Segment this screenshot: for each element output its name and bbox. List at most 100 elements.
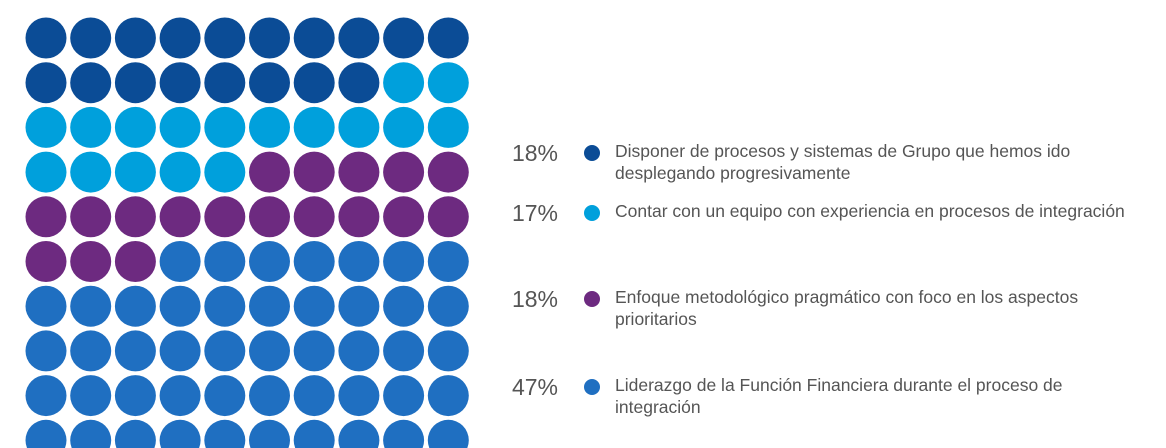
waffle-dot [204,151,246,193]
waffle-dot [427,17,469,59]
waffle-dot [338,196,380,238]
waffle-dot [159,106,201,148]
waffle-dot [204,196,246,238]
waffle-dot [114,17,156,59]
waffle-dot [25,285,67,327]
percent-label: 47% [511,374,558,400]
waffle-dot [159,241,201,282]
waffle-dot [114,196,156,238]
waffle-dot [293,241,335,282]
legend-label: Liderazgo de la Función Financiera duran… [615,375,1063,417]
waffle-dot [204,330,246,372]
waffle-dot [70,241,112,282]
waffle-dot [293,196,335,238]
waffle-dot [70,17,112,59]
waffle-dot [293,419,335,448]
legend-label: Enfoque metodológico pragmático con foco… [615,287,1079,329]
waffle-dot [159,330,201,372]
legend-label: Contar con un equipo con experiencia en … [615,201,1125,221]
waffle-dot [70,106,112,148]
waffle-dot [427,151,469,193]
waffle-dot [159,375,201,417]
waffle-dot [249,196,290,238]
waffle-dot [249,62,290,104]
percent-label: 18% [511,140,558,166]
waffle-dot [159,419,201,448]
legend-swatch [584,291,600,307]
waffle-dot [383,196,425,238]
waffle-dot [249,151,290,193]
waffle-dot [427,330,469,372]
waffle-dot [70,285,112,327]
waffle-dot [383,375,425,417]
waffle-dot [293,375,335,417]
waffle-dot [114,330,156,372]
waffle-dot [383,241,425,282]
waffle-dot [427,196,469,238]
percent-label: 17% [511,200,558,226]
waffle-dot [25,17,67,59]
waffle-dot [204,285,246,327]
waffle-dot [114,375,156,417]
legend-label: Disponer de procesos y sistemas de Grupo… [615,141,1071,183]
waffle-dot [25,419,67,448]
waffle-dot [25,196,67,238]
waffle-dot [383,106,425,148]
waffle-dot [204,419,246,448]
waffle-dot [293,151,335,193]
waffle-dot [204,241,246,282]
waffle-dot [293,62,335,104]
waffle-dot [383,419,425,448]
waffle-dot [70,330,112,372]
waffle-dot [427,285,469,327]
waffle-dot [159,285,201,327]
waffle-dot [204,62,246,104]
waffle-dot [338,241,380,282]
waffle-dot [249,285,290,327]
waffle-dot [338,151,380,193]
waffle-dot [70,375,112,417]
waffle-dot [249,375,290,417]
waffle-dot [25,106,67,148]
waffle-dot [114,106,156,148]
waffle-dot [70,196,112,238]
waffle-dot [114,62,156,104]
waffle-dot [25,62,67,104]
waffle-grid [25,17,469,448]
waffle-dot [25,241,67,282]
waffle-dot [159,151,201,193]
waffle-dot [338,330,380,372]
legend-swatch [584,205,600,221]
waffle-dot [293,106,335,148]
waffle-dot [293,17,335,59]
waffle-dot [70,419,112,448]
waffle-dot [338,375,380,417]
waffle-dot [159,17,201,59]
waffle-dot [338,419,380,448]
waffle-dot [204,106,246,148]
waffle-dot [70,151,112,193]
waffle-dot [249,330,290,372]
waffle-dot [338,106,380,148]
legend-item: 47% Liderazgo de la Función Financiera du… [510,374,1125,418]
waffle-dot [249,17,290,59]
waffle-dot [338,62,380,104]
waffle-dot [204,17,246,59]
waffle-dot [293,285,335,327]
waffle-dot [25,330,67,372]
waffle-dot [427,419,469,448]
waffle-dot [383,285,425,327]
waffle-dot [427,62,469,104]
waffle-dot [383,62,425,104]
waffle-dot [114,419,156,448]
waffle-dot [383,17,425,59]
waffle-dot [114,241,156,282]
waffle-dot [338,285,380,327]
waffle-dot [70,62,112,104]
legend-item: 18% Enfoque metodológico pragmático con f… [510,286,1125,330]
legend-swatch [584,379,600,395]
waffle-dot [249,241,290,282]
waffle-dot [25,375,67,417]
waffle-dot [338,17,380,59]
waffle-dot [383,330,425,372]
